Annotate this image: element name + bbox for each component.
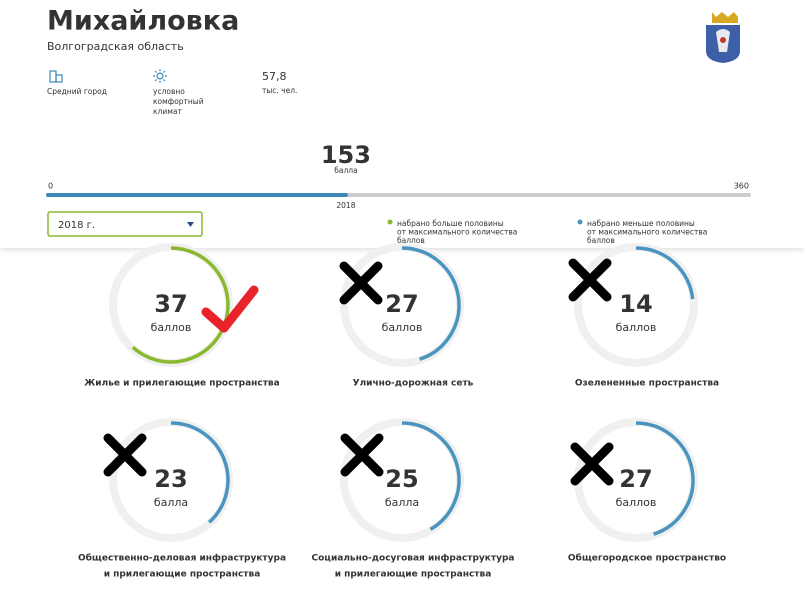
score-value: 153 [321, 141, 371, 169]
cross-mark [339, 261, 383, 305]
annotations [103, 258, 614, 486]
bar-year: 2018 [336, 201, 355, 210]
category-name: Общественно-деловая инфраструктура [78, 553, 286, 564]
legend-text: от максимального количества [397, 228, 517, 237]
gauge-value: 25 [385, 465, 418, 493]
city-title: Михайловка [47, 6, 239, 37]
coat-of-arms [706, 12, 740, 63]
cross-mark [570, 442, 614, 486]
legend-dot [577, 219, 583, 225]
check-mark [201, 285, 259, 333]
cross-mark [103, 433, 147, 477]
category-name: Социально-досуговая инфраструктура [311, 554, 514, 564]
legend-text: набрано больше половины [397, 219, 504, 228]
stat-label: климат [153, 107, 182, 116]
category-name: и прилегающие пространства [335, 570, 492, 580]
region: Волгоградская область [47, 40, 184, 53]
stat-label: комфортный [153, 97, 204, 106]
stat-label: условно [153, 87, 185, 96]
gauge-unit: балла [154, 496, 188, 509]
building-icon [49, 70, 63, 83]
cross-mark [568, 258, 612, 302]
header-panel [0, 0, 805, 248]
gauge-unit: баллов [616, 321, 657, 334]
gauge-value: 37 [154, 290, 187, 318]
gauge-value: 14 [619, 290, 652, 318]
gauge-value: 27 [385, 290, 418, 318]
score-unit: балла [334, 166, 357, 175]
category-name: Улично-дорожная сеть [353, 379, 474, 389]
category-name: и прилегающие пространства [104, 570, 261, 580]
gauge-arc [401, 246, 461, 361]
legend-text: баллов [587, 236, 615, 245]
select-text: 2018 г. [58, 220, 95, 231]
legend-dot [387, 219, 393, 225]
gauge-value: 23 [154, 465, 187, 493]
gauge-arc [635, 421, 695, 536]
gauge-unit: баллов [616, 496, 657, 509]
gauge-unit: балла [385, 496, 419, 509]
category-name: Озелененные пространства [575, 379, 719, 389]
gauge-unit: баллов [151, 321, 192, 334]
stat-value: 57,8 [262, 70, 287, 83]
legend-text: баллов [397, 236, 425, 245]
category-name: Жилье и прилегающие пространства [84, 379, 279, 389]
gauge-arc [635, 246, 695, 300]
select-arrow [187, 222, 194, 227]
legend-text: набрано меньше половины [587, 219, 695, 228]
sun-icon [153, 69, 167, 83]
gauge-arc [401, 421, 461, 531]
gauge-arc [170, 421, 230, 524]
bar-min: 0 [48, 182, 53, 191]
cross-mark [340, 433, 384, 477]
legend-text: от максимального количества [587, 228, 707, 237]
category-name: Общегородское пространство [568, 553, 726, 564]
year-select[interactable] [47, 211, 203, 237]
gauge-unit: баллов [382, 321, 423, 334]
gauge-value: 27 [619, 465, 652, 493]
stat-label: тыс. чел. [262, 86, 297, 95]
bar-max: 360 [734, 182, 749, 191]
stat-label: Средний город [47, 87, 107, 96]
